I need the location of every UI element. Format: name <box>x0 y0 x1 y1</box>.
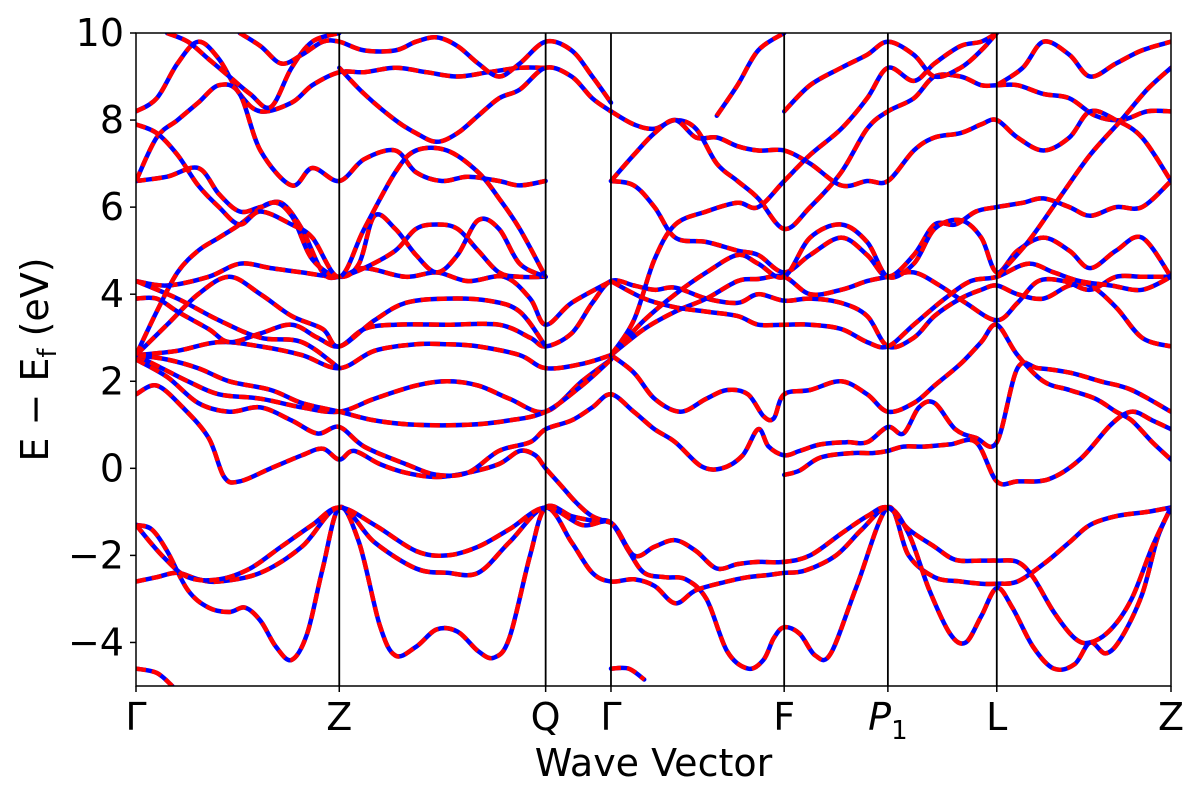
band-line-overlay <box>609 269 1171 357</box>
band-line-overlay <box>136 274 548 357</box>
band-line-reference <box>608 108 1171 189</box>
band-line-overlay <box>609 322 1171 462</box>
band-line-overlay <box>136 353 613 415</box>
band-line-overlay <box>610 665 646 682</box>
band-line-reference <box>136 82 548 188</box>
band-line-overlay <box>238 33 613 104</box>
band-line-overlay <box>609 72 1171 232</box>
band-line-overlay <box>610 178 1171 280</box>
band-line-overlay <box>783 409 1171 487</box>
x-tick-label-text: Q <box>531 695 561 739</box>
y-axis-label-unit: (eV) <box>13 257 57 348</box>
y-tick-label: 2 <box>100 359 124 403</box>
band-line-reference <box>337 65 614 145</box>
band-line-overlay <box>136 666 174 686</box>
band-line-overlay <box>609 33 998 357</box>
x-tick-label: Γ <box>600 695 621 739</box>
kpoint-separators <box>338 33 998 686</box>
band-line-overlay <box>136 357 1171 479</box>
x-tick-label-subscript: 1 <box>891 716 908 746</box>
band-line-overlay <box>136 383 612 525</box>
band-lines <box>136 33 1171 686</box>
band-line-reference <box>608 178 1171 280</box>
y-tick-label: 10 <box>76 11 124 55</box>
band-line-overlay <box>995 39 1171 88</box>
band-line-overlay <box>136 165 546 281</box>
y-tick-label: −2 <box>68 533 124 577</box>
y-tick-label: 4 <box>100 272 124 316</box>
band-line-overlay <box>337 65 613 145</box>
x-tick-label-text: L <box>986 695 1007 739</box>
band-line-overlay <box>714 33 786 117</box>
x-tick-label: P1 <box>868 695 907 746</box>
band-line-reference <box>164 33 342 111</box>
x-tick-label: L <box>986 695 1007 739</box>
x-tick-label-text: Γ <box>125 695 146 739</box>
x-axis-ticks: Γ Z Q Γ F P1 L Z <box>125 686 1184 746</box>
band-line-reference <box>994 39 1171 88</box>
y-tick-label: −4 <box>68 620 124 664</box>
band-line-reference <box>136 505 1171 673</box>
band-line-overlay <box>136 352 613 428</box>
x-tick-label: Γ <box>125 695 146 739</box>
x-tick-label-text: P <box>868 695 891 739</box>
band-line-reference <box>136 352 614 415</box>
x-axis-label: Wave Vector <box>535 741 773 785</box>
y-tick-label: 0 <box>100 446 124 490</box>
band-line-overlay <box>136 504 1171 646</box>
y-tick-label: 8 <box>100 98 124 142</box>
band-line-overlay <box>136 82 547 188</box>
band-line-overlay <box>609 108 1171 189</box>
x-tick-label: Q <box>531 695 561 739</box>
band-line-reference <box>781 409 1171 487</box>
x-tick-label: Z <box>1158 695 1184 739</box>
plot-frame <box>135 32 1172 687</box>
band-line-overlay <box>136 122 548 280</box>
band-line-overlay <box>609 217 1171 357</box>
x-tick-label-text: F <box>773 695 795 739</box>
band-line-reference <box>136 278 1171 350</box>
band-line-reference <box>714 33 787 118</box>
y-axis-label: E − Ef (eV) <box>13 257 63 461</box>
x-tick-label-text: Z <box>326 695 352 739</box>
x-tick-label: Z <box>326 695 352 739</box>
band-line-overlay <box>136 200 547 357</box>
band-line-overlay <box>136 505 1171 673</box>
band-line-overlay <box>995 66 1171 279</box>
x-tick-label-text: Γ <box>600 695 621 739</box>
y-axis-label-main: E − E <box>13 358 57 462</box>
y-tick-label: 6 <box>100 185 124 229</box>
band-line-overlay <box>136 503 1171 672</box>
x-tick-label: F <box>773 695 795 739</box>
band-line-overlay <box>782 33 999 113</box>
y-axis-label-subscript: f <box>33 348 63 358</box>
band-line-reference <box>608 72 1171 232</box>
band-line-reference <box>136 274 548 358</box>
band-line-overlay <box>136 279 341 371</box>
band-line-overlay <box>166 33 341 111</box>
x-tick-label-text: Z <box>1158 695 1184 739</box>
band-line-reference <box>136 261 614 327</box>
y-axis-ticks: −4 −2 0 2 4 6 8 10 <box>68 11 136 664</box>
